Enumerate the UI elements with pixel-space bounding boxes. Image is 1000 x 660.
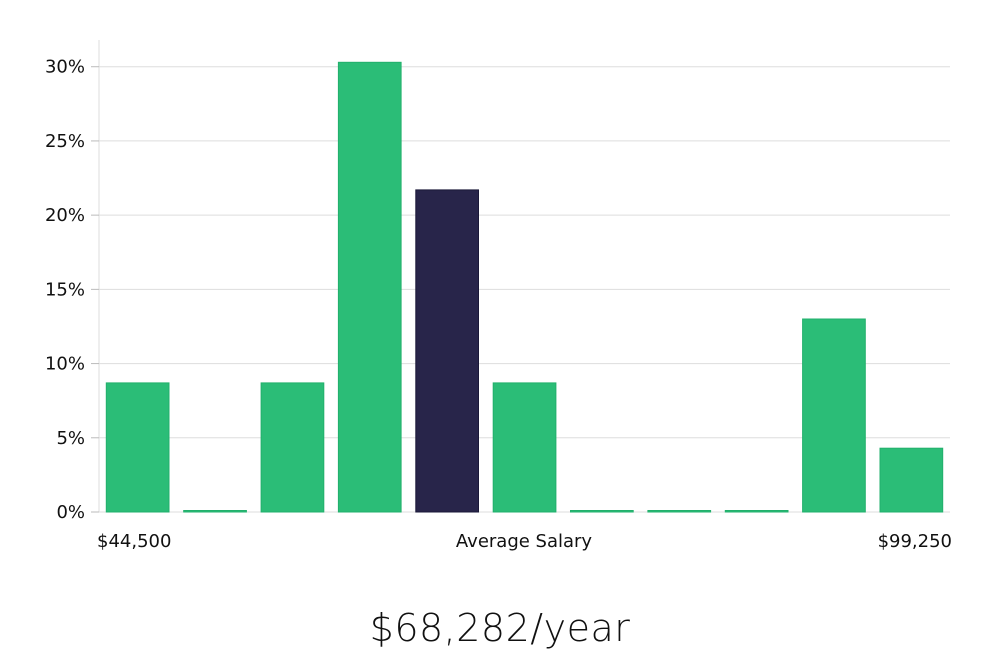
histogram-bar bbox=[260, 382, 325, 513]
average-salary-caption: $68,282/year bbox=[369, 606, 631, 650]
histogram-bar bbox=[337, 61, 402, 513]
histogram-bar bbox=[183, 510, 247, 513]
average-salary-bar bbox=[415, 189, 479, 513]
bars bbox=[105, 61, 944, 513]
y-tick-label: 10% bbox=[45, 354, 85, 375]
y-tick-label: 5% bbox=[56, 428, 85, 449]
histogram-bar bbox=[492, 382, 557, 513]
x-label-min: $44,500 bbox=[97, 531, 171, 552]
x-label-max: $99,250 bbox=[878, 531, 952, 552]
y-tick-label: 15% bbox=[45, 279, 85, 300]
x-label-average-salary: Average Salary bbox=[456, 531, 593, 552]
histogram-bar bbox=[879, 447, 944, 513]
x-axis-labels: $44,500 Average Salary $99,250 bbox=[97, 531, 952, 552]
y-tick-label: 25% bbox=[45, 131, 85, 152]
y-tick-label: 20% bbox=[45, 205, 85, 226]
histogram-bar bbox=[570, 510, 634, 513]
histogram-bar bbox=[105, 382, 170, 513]
y-axis-ticks: 0% 5% 10% 15% 20% 25% 30% bbox=[45, 57, 99, 523]
y-tick-label: 30% bbox=[45, 57, 85, 78]
salary-histogram-chart: 0% 5% 10% 15% 20% 25% 30% $44,500 Average Sala… bbox=[45, 40, 952, 552]
histogram-bar bbox=[802, 318, 866, 513]
histogram-bar bbox=[724, 510, 789, 513]
y-tick-label: 0% bbox=[56, 502, 85, 523]
histogram-bar bbox=[647, 510, 712, 513]
